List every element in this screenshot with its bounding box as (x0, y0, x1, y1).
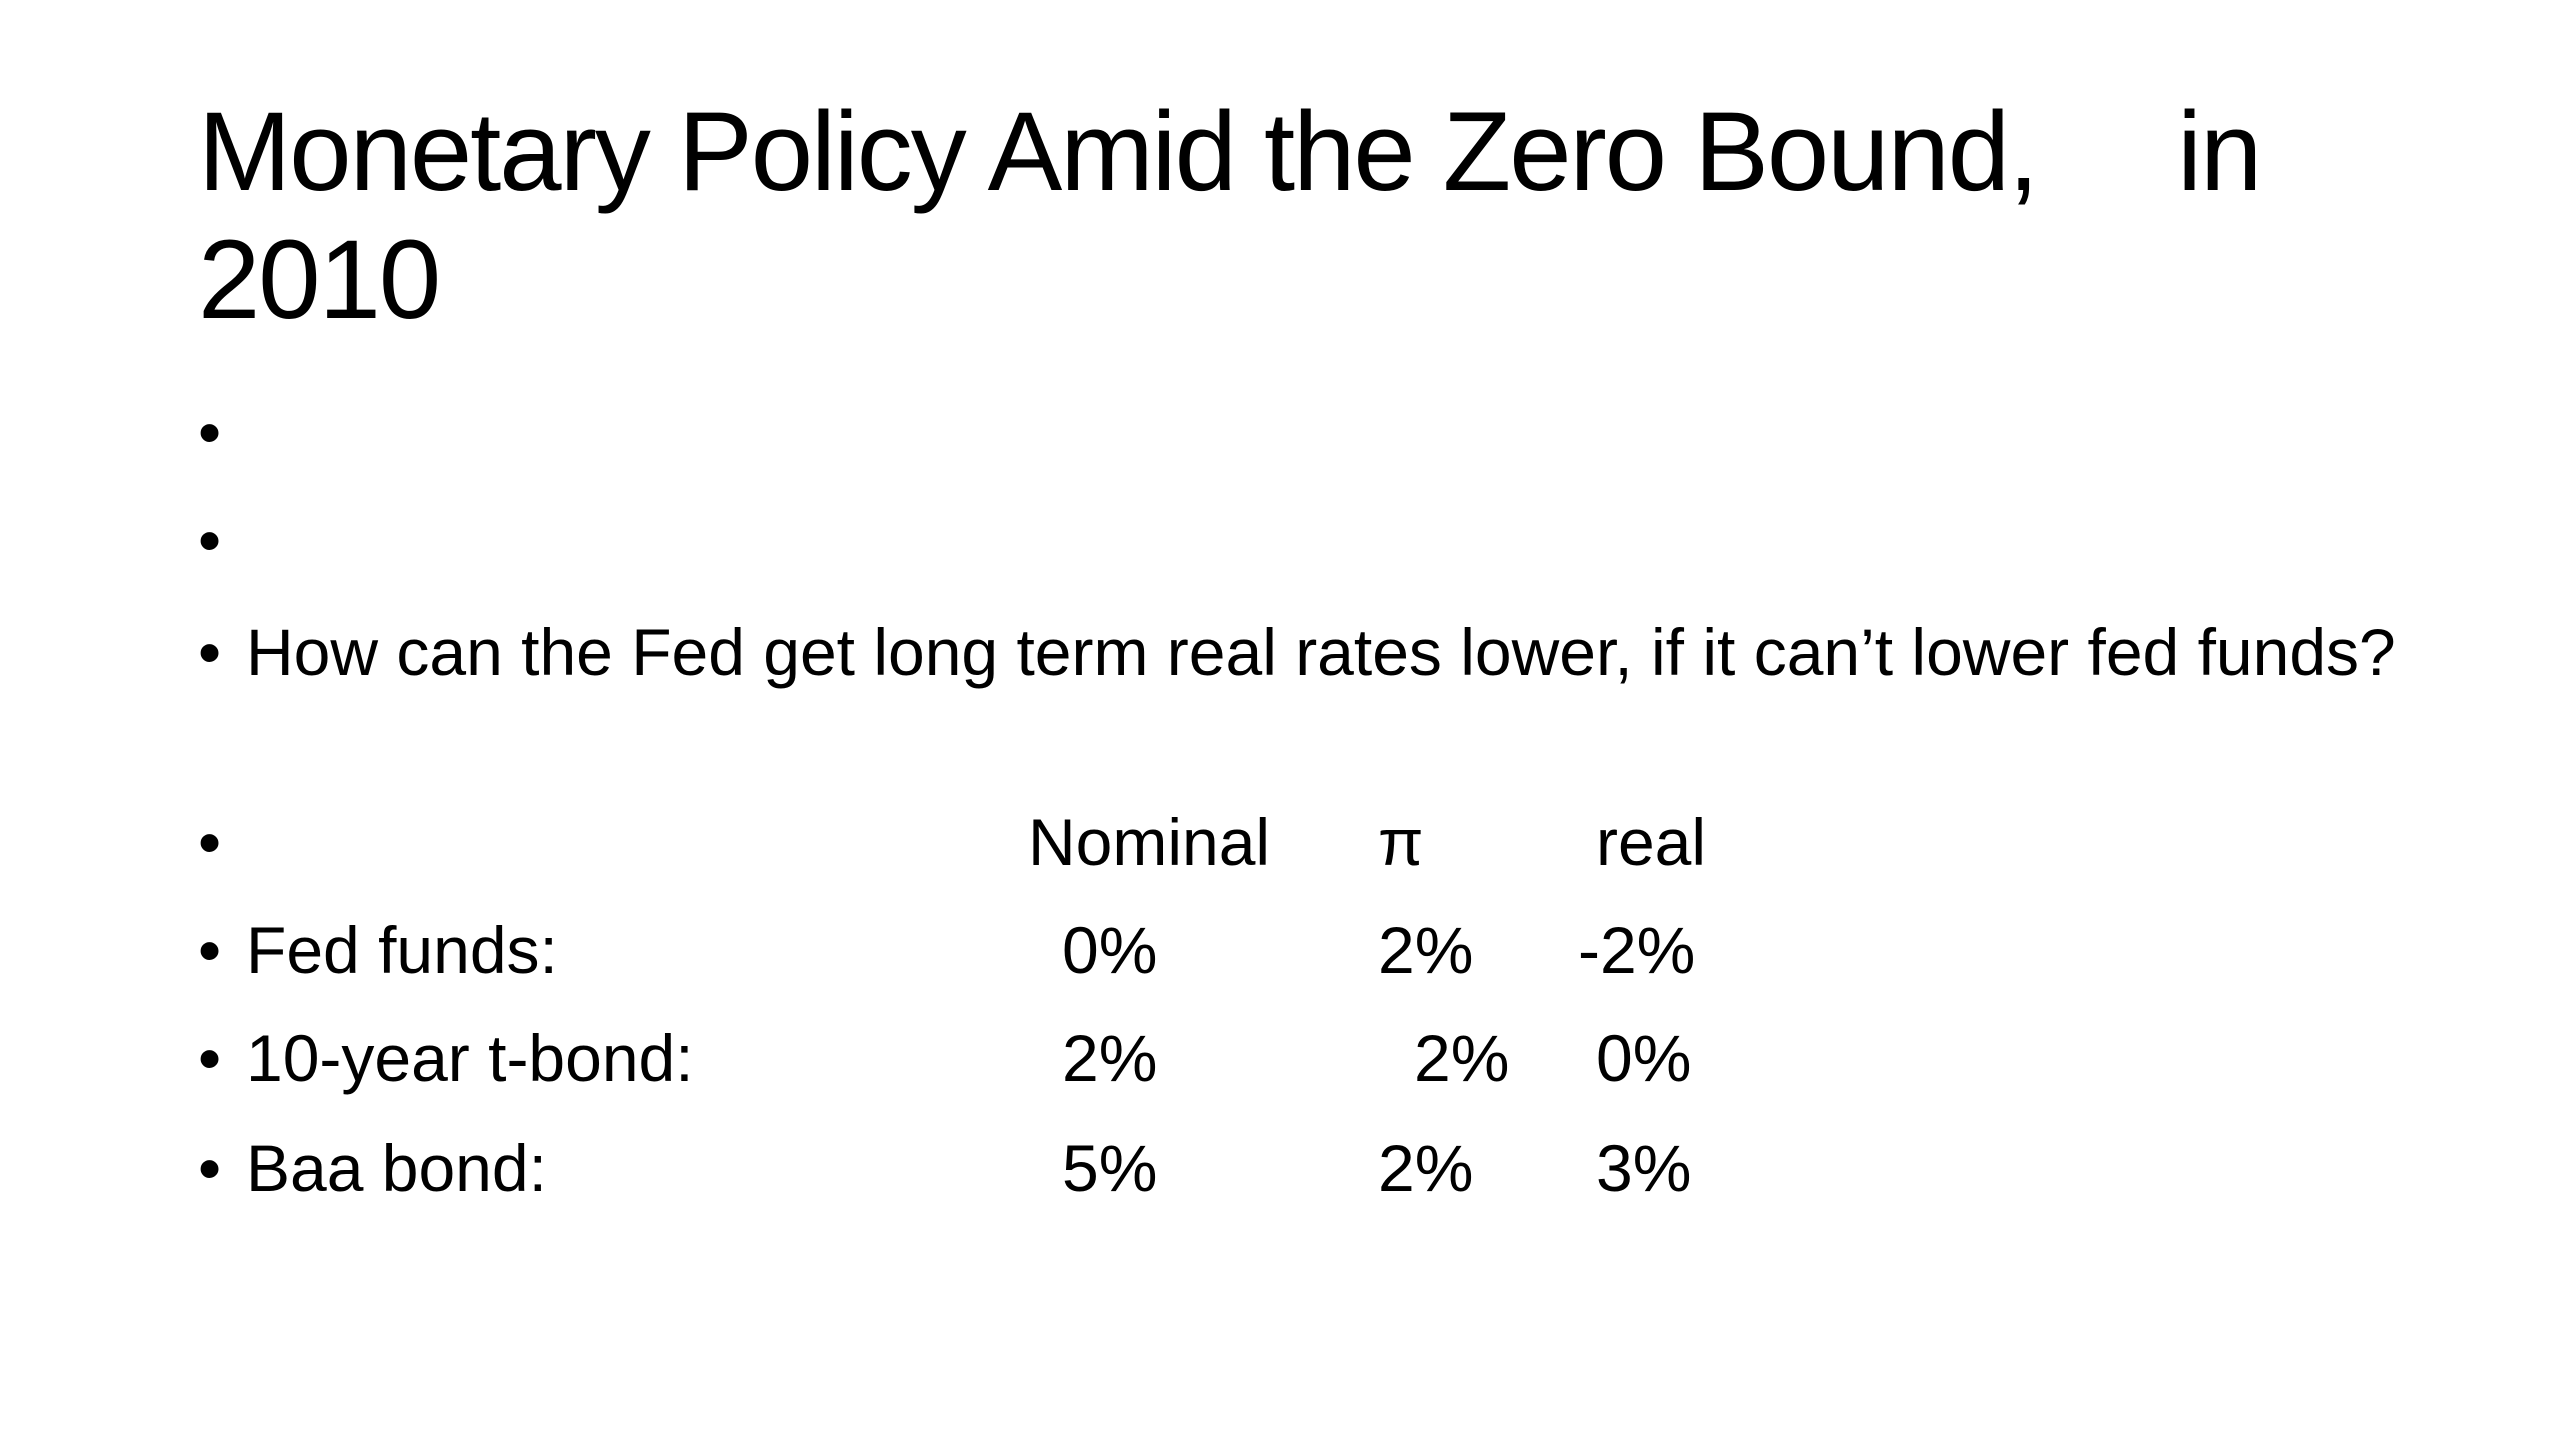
nominal-value: 2% (1062, 1021, 1158, 1095)
real-value: 3% (1596, 1131, 1692, 1205)
row-label: Baa bond: (246, 1131, 547, 1205)
inflation-value: 2% (1378, 913, 1474, 987)
bullet-dot: • (198, 1021, 222, 1095)
row-label: Fed funds: (246, 913, 558, 987)
bullet-dot: • (198, 913, 222, 987)
question-text: How can the Fed get long term real rates… (246, 615, 2396, 689)
title-line2: 2010 (198, 217, 441, 342)
title-part1: Monetary Policy Amid the Zero Bound, (198, 89, 2039, 214)
header-real: real (1596, 805, 1707, 879)
row-label: 10-year t-bond: (246, 1021, 694, 1095)
bullet-dot: • (198, 503, 222, 577)
slide-title: Monetary Policy Amid the Zero Bound, in 20… (198, 88, 2338, 344)
bullet-dot: • (198, 615, 222, 689)
bullet-dot: • (198, 1131, 222, 1205)
nominal-value: 0% (1062, 913, 1158, 987)
inflation-value: 2% (1414, 1021, 1510, 1095)
inflation-value: 2% (1378, 1131, 1474, 1205)
header-inflation: π (1378, 805, 1424, 879)
real-value: 0% (1596, 1021, 1692, 1095)
nominal-value: 5% (1062, 1131, 1158, 1205)
bullet-dot: • (198, 805, 222, 879)
bullet-dot: • (198, 395, 222, 469)
title-part2: in (2177, 89, 2262, 214)
real-value: -2% (1578, 913, 1696, 987)
header-nominal: Nominal (1028, 805, 1271, 879)
